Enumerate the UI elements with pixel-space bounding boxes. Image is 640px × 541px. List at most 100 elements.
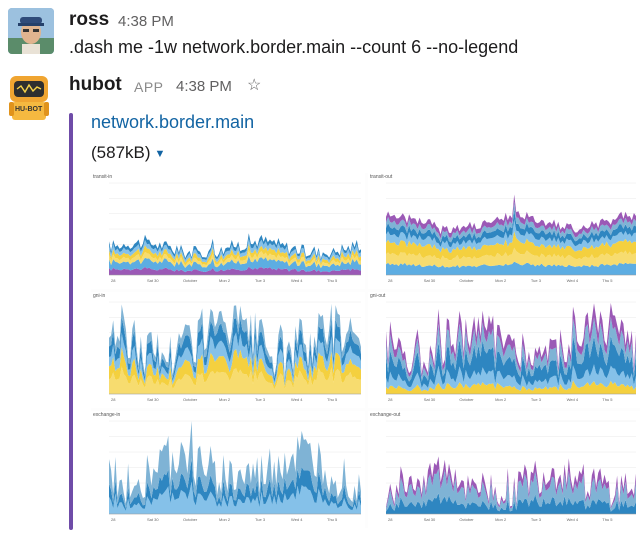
- chart-title: gni-in: [93, 293, 106, 299]
- chart-x-tick: Tue 3: [531, 278, 542, 283]
- chart-x-tick: October: [183, 278, 198, 283]
- chart-area-layer: [109, 249, 361, 269]
- chart-exchange-out: 28 Sat 30 October Mon 2 Tue 3 Wed 4 Thu 5: [386, 420, 636, 522]
- chart-panel-transit-in: transit-in 28 Sat 30 October Mon 2 Tue 3 Wed …: [91, 173, 365, 289]
- chart-x-tick: Mon 2: [495, 397, 507, 402]
- chart-panel-gni-out: gni-out 28 Sat 30 October Mon 2 Tue 3 Wed 4 Th…: [368, 292, 640, 408]
- chart-title: transit-out: [370, 174, 393, 180]
- attachment-size: (587kB): [91, 143, 151, 162]
- chart-x-tick: 28: [111, 278, 116, 283]
- chart-title: exchange-in: [93, 412, 121, 418]
- chart-transit-out: 28 Sat 30 October Mon 2 Tue 3 Wed 4 Thu 5: [386, 182, 636, 283]
- chart-area-layer: [109, 481, 361, 514]
- chart-x-tick: October: [459, 517, 474, 522]
- chart-x-tick: October: [183, 517, 198, 522]
- chart-x-tick: Sat 30: [424, 517, 436, 522]
- chart-area-layer: [109, 233, 361, 261]
- chart-area-layer: [386, 302, 636, 378]
- chart-x-tick: Sat 30: [424, 278, 436, 283]
- chart-area-layer: [109, 421, 361, 509]
- author-name[interactable]: ross: [69, 9, 110, 30]
- chart-area-layer: [386, 219, 636, 253]
- chart-x-tick: October: [183, 397, 198, 402]
- chart-area-layer: [109, 332, 361, 387]
- chart-area-layer: [386, 261, 636, 275]
- chart-title: gni-out: [370, 293, 386, 299]
- chart-x-tick: Wed 4: [291, 278, 303, 283]
- chart-x-tick: October: [459, 278, 474, 283]
- chart-x-tick: 28: [388, 517, 393, 522]
- chart-title: transit-in: [93, 174, 113, 180]
- chart-area-layer: [386, 335, 636, 388]
- chart-x-tick: Mon 2: [495, 517, 507, 522]
- message-timestamp[interactable]: 4:38 PM: [118, 13, 174, 30]
- chart-x-tick: Mon 2: [219, 278, 231, 283]
- chart-area-layer: [109, 238, 361, 264]
- chart-panel-exchange-out: exchange-out 28 Sat 30 October Mon 2 Tue 3 We…: [368, 411, 640, 528]
- chart-x-tick: Tue 3: [531, 517, 542, 522]
- chart-area-layer: [109, 366, 361, 394]
- chart-area-layer: [386, 247, 636, 268]
- user-avatar-ross[interactable]: [8, 8, 54, 54]
- chart-x-tick: Mon 2: [219, 517, 231, 522]
- chart-area-layer: [386, 209, 636, 248]
- chart-x-tick: Wed 4: [567, 517, 579, 522]
- chart-x-tick: Tue 3: [531, 397, 542, 402]
- chart-x-tick: 28: [388, 397, 393, 402]
- chart-exchange-in: 28 Sat 30 October Mon 2 Tue 3 Wed 4 Thu 5: [109, 420, 361, 522]
- message-timestamp[interactable]: 4:38 PM: [176, 78, 232, 95]
- chart-x-tick: Thu 5: [327, 397, 338, 402]
- chart-x-tick: Wed 4: [567, 278, 579, 283]
- chart-x-tick: Tue 3: [255, 397, 266, 402]
- chart-panel-exchange-in: exchange-in 28 Sat 30 October Mon 2 Tue 3 Wed…: [91, 411, 365, 528]
- chart-x-tick: Mon 2: [219, 397, 231, 402]
- chart-area-layer: [109, 266, 361, 275]
- chart-x-tick: Sat 30: [424, 397, 436, 402]
- chart-area-layer: [109, 255, 361, 273]
- author-name[interactable]: hubot: [69, 74, 122, 95]
- chart-area-layer: [109, 243, 361, 266]
- chart-area-layer: [386, 456, 636, 509]
- chart-area-layer: [109, 458, 361, 511]
- chart-area-layer: [386, 231, 636, 261]
- chart-area-layer: [109, 347, 361, 390]
- chart-x-tick: Sat 30: [147, 278, 159, 283]
- dashboard-image[interactable]: transit-in 28 Sat 30 October Mon 2 Tue 3 Wed …: [91, 173, 640, 528]
- hubot-robot-avatar[interactable]: HU-BOT: [6, 72, 52, 122]
- star-icon[interactable]: ☆: [247, 77, 262, 94]
- chart-area-layer: [386, 492, 636, 514]
- chart-area-layer: [109, 317, 361, 384]
- chart-x-tick: Wed 4: [291, 397, 303, 402]
- attachment-title-link[interactable]: network.border.main: [91, 112, 255, 132]
- chart-x-tick: 28: [111, 397, 116, 402]
- chart-x-tick: Mon 2: [495, 278, 507, 283]
- chart-x-tick: October: [459, 397, 474, 402]
- chart-x-tick: Sat 30: [147, 517, 159, 522]
- chart-x-tick: Wed 4: [291, 517, 303, 522]
- chart-x-tick: Thu 5: [602, 278, 613, 283]
- chart-transit-in: 28 Sat 30 October Mon 2 Tue 3 Wed 4 Thu 5: [109, 182, 361, 283]
- chart-area-layer: [386, 468, 636, 512]
- chart-x-tick: Wed 4: [567, 397, 579, 402]
- chart-x-tick: Thu 5: [327, 517, 338, 522]
- attachment-size-toggle[interactable]: (587kB) ▼: [91, 143, 165, 163]
- chart-area-layer: [109, 303, 361, 381]
- hubot-avatar-label: HU-BOT: [15, 106, 43, 113]
- chart-title: exchange-out: [370, 412, 401, 418]
- message-text: .dash me -1w network.border.main --count…: [69, 37, 519, 57]
- chart-panel-transit-out: transit-out 28 Sat 30 October Mon 2 Tue 3 Wed…: [368, 173, 640, 289]
- chart-x-tick: Tue 3: [255, 517, 266, 522]
- chart-gni-out: 28 Sat 30 October Mon 2 Tue 3 Wed 4 Thu 5: [386, 301, 636, 402]
- chart-x-tick: 28: [388, 278, 393, 283]
- chart-gni-in: 28 Sat 30 October Mon 2 Tue 3 Wed 4 Thu 5: [109, 301, 361, 402]
- chart-x-tick: Sat 30: [147, 397, 159, 402]
- chart-x-tick: Thu 5: [327, 278, 338, 283]
- app-badge: APP: [134, 79, 164, 95]
- chart-area-layer: [386, 364, 636, 392]
- chart-x-tick: Thu 5: [602, 517, 613, 522]
- caret-down-icon[interactable]: ▼: [154, 147, 166, 160]
- chart-area-layer: [386, 316, 636, 382]
- attachment-accent-bar: [69, 113, 73, 530]
- chart-x-tick: 28: [111, 517, 116, 522]
- chart-area-layer: [386, 380, 636, 394]
